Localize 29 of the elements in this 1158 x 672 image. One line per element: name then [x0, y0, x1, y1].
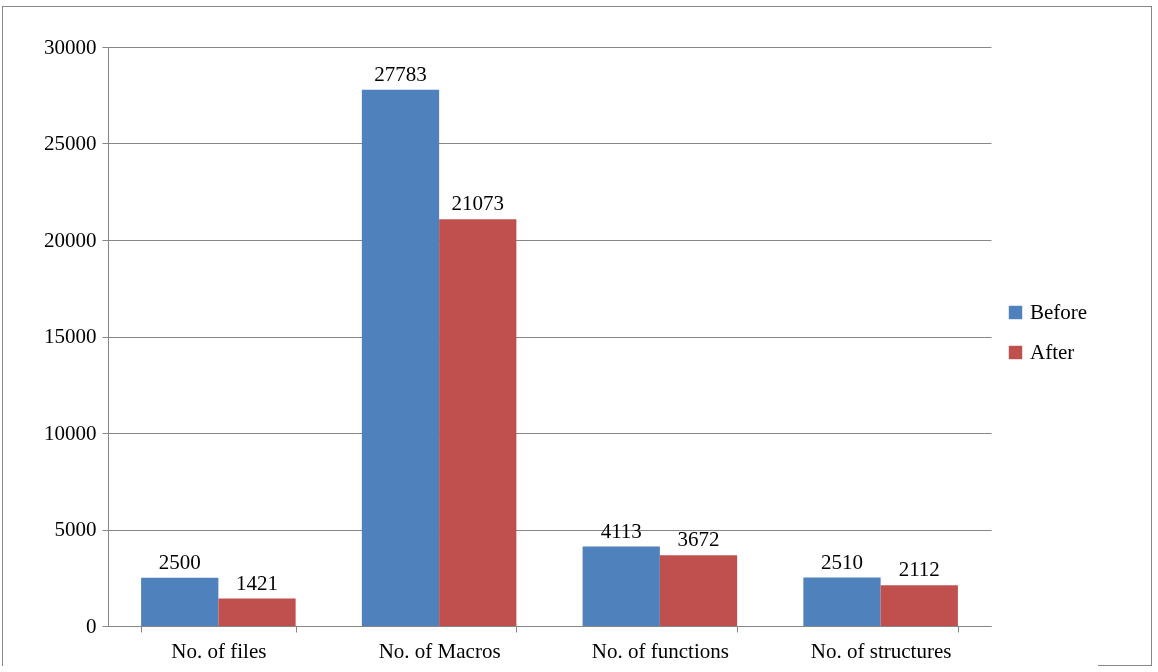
bar: [218, 598, 296, 626]
legend-label: After: [1030, 339, 1075, 364]
bar: [439, 219, 517, 626]
y-tick-label: 25000: [44, 131, 97, 155]
y-tick-label: 30000: [44, 34, 97, 59]
y-tick-label: 20000: [44, 227, 97, 252]
y-tick-label: 10000: [44, 420, 97, 445]
data-label: 4113: [600, 518, 642, 543]
data-label: 2510: [820, 549, 863, 574]
y-tick-label: 5000: [54, 517, 97, 541]
x-tick-label: No. of functions: [591, 638, 729, 663]
data-label: 2112: [898, 557, 940, 582]
bar: [880, 585, 958, 626]
data-label: 2500: [158, 549, 201, 574]
data-label: 27783: [374, 61, 427, 86]
legend-label: Before: [1030, 299, 1088, 324]
x-tick-label: No. of structures: [810, 638, 952, 663]
bar: [361, 89, 440, 626]
x-tick-label: No. of files: [171, 638, 267, 663]
y-tick-label: 15000: [44, 324, 97, 348]
bar: [803, 577, 881, 626]
x-tick-label: No. of Macros: [378, 638, 501, 663]
bar: [141, 577, 219, 626]
bar: [659, 555, 738, 626]
data-label: 1421: [236, 570, 279, 595]
data-label: 3672: [677, 527, 720, 552]
bar: [582, 546, 660, 626]
y-tick-label: 0: [86, 613, 97, 638]
data-label: 21073: [451, 191, 505, 216]
